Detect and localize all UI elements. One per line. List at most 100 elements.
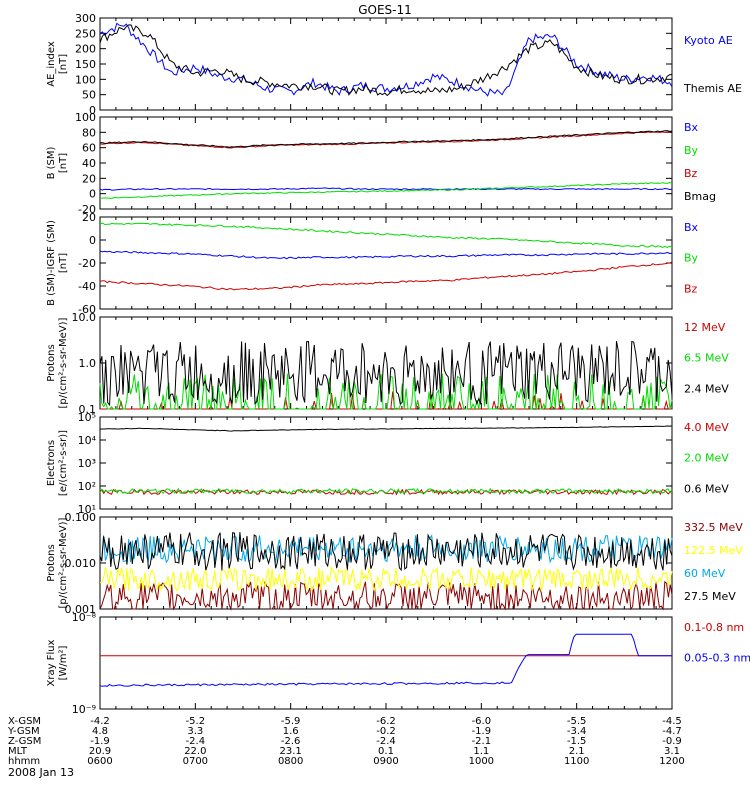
- series-2.4-mev: [99, 340, 673, 407]
- y-tick-label: 10⁻⁹: [72, 703, 96, 716]
- y-tick-label: 10⁻⁸: [72, 611, 97, 624]
- orbit-value: -2.1: [472, 736, 492, 747]
- y-axis-label: AE_index: [46, 41, 57, 87]
- y-tick-label: 20: [82, 211, 96, 224]
- y-axis-label: B (SM): [46, 146, 57, 179]
- y-tick-label: 40: [82, 157, 96, 170]
- orbit-value: 1.1: [473, 746, 489, 757]
- y-axis-label: B (SM)-IGRF (SM): [46, 220, 57, 306]
- y-tick-label: 10⁵: [78, 411, 96, 424]
- orbit-row-label: MLT: [8, 746, 28, 757]
- series-122.5-mev: [100, 565, 673, 593]
- series-bx: [99, 250, 673, 260]
- legend-bx: Bx: [684, 121, 699, 134]
- orbit-value: 0.1: [378, 746, 394, 757]
- y-axis-label: [W/m²]: [58, 645, 69, 680]
- panel-b_igrf: 20 0 -20 -40 -60 B (SM)-IGRF (SM) [nT] Bx By Bz: [46, 211, 699, 316]
- series-by: [99, 222, 673, 248]
- legend-12-mev: 12 MeV: [684, 321, 726, 334]
- y-axis-label: Protons: [46, 544, 57, 581]
- panel-electrons: 10⁵ 10⁴ 10³ 10² 10¹ Electrons [e/(cm²-s-sr)] 4.…: [46, 411, 729, 516]
- y-tick-label: 80: [82, 126, 96, 139]
- legend-by: By: [684, 252, 699, 265]
- orbit-value: 23.1: [280, 746, 302, 757]
- panel-frame: [99, 416, 673, 510]
- y-tick-label: 100: [75, 111, 96, 124]
- y-tick-label: 0.1: [79, 403, 97, 416]
- orbit-row-label: Y-GSM: [7, 726, 40, 737]
- orbit-value: -4.7: [662, 726, 682, 737]
- y-tick-label: 150: [75, 58, 96, 71]
- legend-bx: Bx: [684, 221, 699, 234]
- legend-0-05-0-3-nm: 0.05-0.3 nm: [684, 652, 750, 665]
- orbit-value: 3.1: [664, 746, 680, 757]
- panel-frame: [99, 616, 673, 710]
- legend-0-1-0-8-nm: 0.1-0.8 nm: [684, 621, 744, 634]
- y-tick-label: 250: [75, 27, 96, 40]
- panel-xray: 10⁻⁸ 10⁻⁹ Xray Flux [W/m²] 0.1-0.8 nm 0.05-0.…: [46, 611, 750, 716]
- panel-protons_high: 0.100 0.010 0.001 Protons [p/(cm²-s-sr-MeV)]…: [46, 511, 743, 616]
- orbit-value: -5.2: [186, 716, 206, 727]
- y-tick-label: 0: [89, 234, 96, 247]
- orbit-value: -0.2: [376, 726, 396, 737]
- orbit-value: 0600: [87, 756, 112, 767]
- series-bz: [99, 130, 673, 149]
- orbit-value: 22.0: [184, 746, 206, 757]
- y-tick-label: 20: [82, 172, 96, 185]
- y-tick-label: 0: [89, 188, 96, 201]
- legend-bmag: Bmag: [684, 190, 716, 203]
- y-tick-label: 10²: [78, 480, 96, 493]
- legend-by: By: [684, 144, 699, 157]
- orbit-value: -4.2: [90, 716, 110, 727]
- series-4.0-mev: [100, 488, 673, 496]
- y-tick-label: 0: [89, 104, 96, 117]
- orbit-table: X-GSMY-GSMZ-GSMMLThhmm-4.24.8-1.920.9060…: [7, 716, 685, 767]
- series-bz: [99, 261, 673, 291]
- orbit-row-label: Z-GSM: [8, 736, 41, 747]
- orbit-value: 4.8: [92, 726, 108, 737]
- orbit-value: -5.9: [281, 716, 301, 727]
- orbit-value: 2.1: [569, 746, 585, 757]
- series-themis-ae: [99, 24, 673, 97]
- orbit-value: -1.9: [90, 736, 110, 747]
- orbit-value: -4.5: [662, 716, 682, 727]
- y-axis-label: [p/(cm²-s-sr-MeV)]: [58, 317, 69, 408]
- y-tick-label: 60: [82, 142, 96, 155]
- legend-bz: Bz: [684, 282, 698, 295]
- y-tick-label: 0.100: [65, 511, 97, 524]
- series-27.5-mev: [99, 532, 673, 572]
- panel-protons_low: 10.0 1.0 0.1 Protons [p/(cm²-s-sr-MeV)] 12 Me…: [46, 311, 729, 416]
- series-0.05-0.3-nm: [99, 633, 672, 687]
- y-axis-label: Xray Flux: [46, 639, 57, 686]
- y-tick-label: -40: [78, 280, 96, 293]
- orbit-value: 1200: [659, 756, 684, 767]
- orbit-value: 1100: [564, 756, 589, 767]
- date-label: 2008 Jan 13: [8, 766, 74, 779]
- legend-2-0-mev: 2.0 MeV: [684, 452, 729, 465]
- series-bx: [99, 187, 673, 191]
- orbit-value: -0.9: [662, 736, 682, 747]
- series-6.5-mev: [99, 373, 673, 411]
- series-2.0-mev: [99, 487, 673, 495]
- orbit-value: -5.5: [567, 716, 587, 727]
- y-tick-label: 100: [75, 73, 96, 86]
- panel-frame: [99, 17, 673, 111]
- y-axis-label: [e/(cm²-s-sr)]: [58, 430, 69, 496]
- series-332.5-mev: [99, 580, 673, 611]
- orbit-value: 0800: [278, 756, 303, 767]
- y-axis-label: [nT]: [58, 54, 69, 74]
- panel-ae: 300 250 200 150 100 50 0 AE_index [nT] Kyoto AE Th…: [46, 12, 742, 117]
- y-tick-label: 10.0: [72, 311, 97, 324]
- orbit-value: -1.9: [472, 726, 492, 737]
- series-bmag: [99, 130, 673, 148]
- orbit-value: -2.6: [281, 736, 301, 747]
- orbit-value: -1.5: [567, 736, 587, 747]
- legend-bz: Bz: [684, 167, 698, 180]
- panel-frame: [99, 316, 673, 410]
- y-axis-label: Electrons: [46, 440, 57, 486]
- orbit-row-label: hhmm: [8, 756, 40, 767]
- y-tick-label: 50: [82, 89, 96, 102]
- y-axis-label: [p/(cm²-s-sr-MeV)]: [58, 517, 69, 608]
- legend-6-5-mev: 6.5 MeV: [684, 352, 729, 365]
